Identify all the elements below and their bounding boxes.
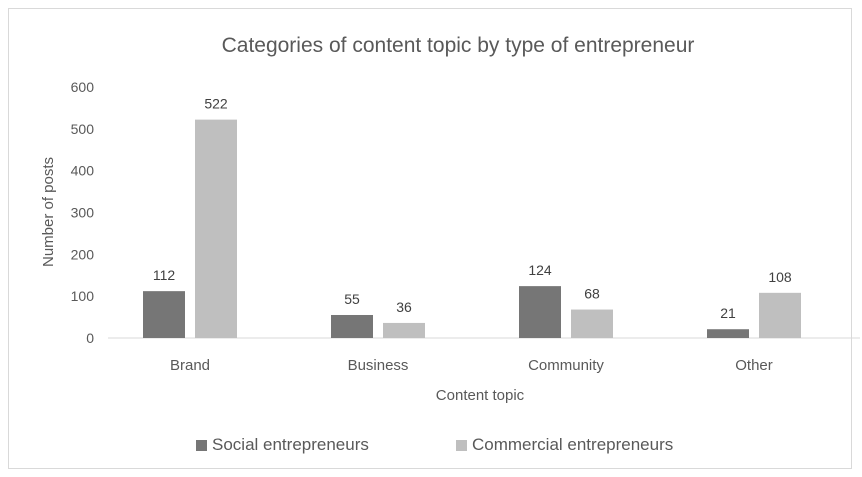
x-category-label: Business: [348, 357, 409, 374]
data-label: 55: [344, 291, 360, 307]
legend: Social entrepreneurs Commercial entrepren…: [196, 435, 673, 454]
y-tick-label: 0: [86, 330, 94, 346]
data-label: 68: [584, 286, 600, 302]
legend-label: Social entrepreneurs: [212, 435, 369, 454]
x-category-label: Community: [528, 357, 604, 374]
y-tick-label: 300: [71, 205, 95, 221]
y-tick-label: 200: [71, 246, 95, 262]
x-axis-title: Content topic: [436, 387, 525, 404]
x-axis-categories: Brand Business Community Other: [170, 357, 773, 374]
chart-title: Categories of content topic by type of e…: [222, 34, 695, 57]
x-category-label: Other: [735, 357, 773, 374]
bar: [519, 286, 561, 338]
y-axis-ticks: 0 100 200 300 400 500 600: [71, 79, 95, 346]
x-category-label: Brand: [170, 357, 210, 374]
bar: [331, 314, 373, 338]
data-label: 108: [768, 269, 792, 285]
y-tick-label: 400: [71, 163, 95, 179]
data-label: 21: [720, 305, 736, 321]
bar: [707, 329, 749, 338]
legend-swatch: [456, 440, 467, 451]
legend-label: Commercial entrepreneurs: [472, 435, 673, 454]
legend-swatch: [196, 440, 207, 451]
y-tick-label: 600: [71, 79, 95, 95]
data-label: 112: [153, 267, 176, 283]
data-labels-group: 112 522 55 36 124 68 21 108: [153, 96, 792, 322]
bar: [195, 119, 237, 338]
bar: [383, 322, 425, 338]
bar: [759, 292, 801, 338]
y-axis-title: Number of posts: [40, 157, 57, 267]
data-label: 522: [204, 96, 228, 112]
bar: [571, 309, 613, 338]
data-label: 124: [528, 262, 552, 278]
y-tick-label: 500: [71, 121, 95, 137]
chart-frame: [8, 8, 852, 469]
y-tick-label: 100: [71, 288, 95, 304]
bar: [143, 291, 185, 338]
data-label: 36: [396, 299, 412, 315]
bars-group: [143, 119, 801, 338]
